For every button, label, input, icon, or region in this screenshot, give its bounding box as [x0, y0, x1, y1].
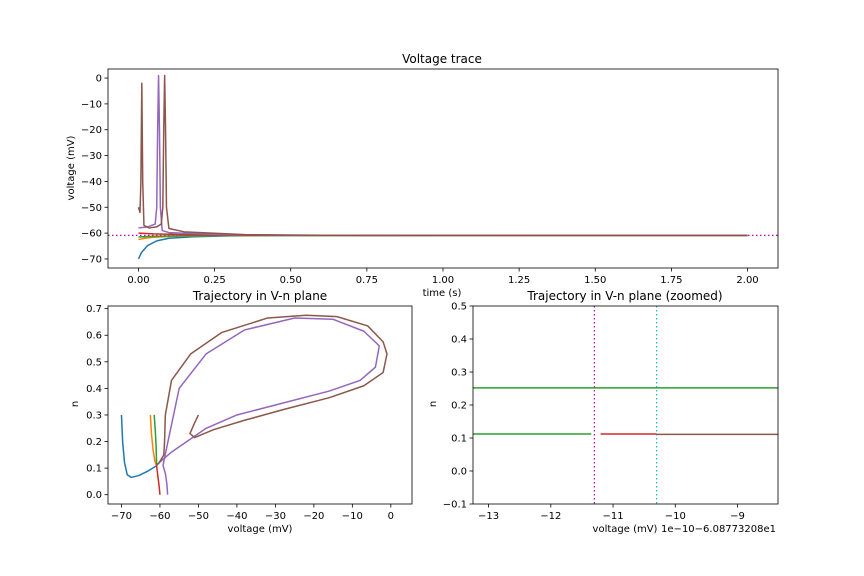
- trajectory-ytick-label: 0.0: [86, 490, 102, 501]
- voltage-trace-ytick-label: −30: [81, 151, 102, 162]
- trajectory-xtick-label: −70: [111, 511, 132, 522]
- trajectory-ytick-label: 0.5: [86, 357, 102, 368]
- voltage-trace-xtick-label: 0.00: [127, 275, 149, 286]
- trajectory-plot-area: [120, 314, 388, 495]
- trajectory-panel: Trajectory in V-n plane voltage (mV) n −…: [70, 289, 413, 535]
- trajectory-zoomed-xtick-label: −11: [602, 511, 623, 522]
- voltage-trace-xtick-label: 0.75: [356, 275, 378, 286]
- trajectory-zoomed-ytick-label: 0.5: [451, 302, 467, 313]
- trajectory-xtick-label: 0: [388, 511, 394, 522]
- voltage-trace-ytick-label: 0: [96, 74, 102, 85]
- voltage-trace-xtick-label: 0.25: [203, 275, 225, 286]
- voltage-trace-panel: Voltage trace time (s) voltage (mV) 0.00…: [66, 52, 779, 299]
- trajectory-zoomed-ytick-label: 0.2: [451, 401, 467, 412]
- trajectory-xtick-label: −10: [342, 511, 363, 522]
- trajectory-ytick-label: 0.2: [86, 437, 102, 448]
- voltage-trace-series-line-4: [138, 74, 748, 237]
- trajectory-zoomed-panel: Trajectory in V-n plane (zoomed) voltage…: [428, 289, 779, 535]
- trajectory-ytick-label: 0.7: [86, 304, 102, 315]
- voltage-trace-ytick-label: −50: [81, 203, 102, 214]
- trajectory-zoomed-ylabel: n: [428, 401, 439, 407]
- trajectory-ytick-label: 0.3: [86, 410, 102, 421]
- voltage-trace-ytick-label: −20: [81, 125, 102, 136]
- voltage-trace-xtick-label: 1.75: [660, 275, 682, 286]
- trajectory-series-line-4: [156, 317, 381, 495]
- trajectory-ytick-label: 0.6: [86, 331, 102, 342]
- trajectory-zoomed-ytick-label: −0.1: [443, 500, 467, 511]
- voltage-trace-ytick-label: −60: [81, 229, 102, 240]
- trajectory-ylabel: n: [70, 401, 81, 407]
- voltage-trace-xtick-label: 2.00: [736, 275, 758, 286]
- trajectory-zoomed-xtick-label: −10: [665, 511, 686, 522]
- trajectory-series-line-2: [153, 414, 158, 466]
- voltage-trace-xtick-label: 1.50: [584, 275, 606, 286]
- trajectory-axes-frame: [107, 305, 413, 505]
- trajectory-zoomed-ytick-label: 0.3: [451, 368, 467, 379]
- voltage-trace-xtick-label: 1.00: [432, 275, 454, 286]
- trajectory-xtick-label: −50: [188, 511, 209, 522]
- trajectory-xtick-label: −60: [149, 511, 170, 522]
- trajectory-zoomed-title: Trajectory in V-n plane (zoomed): [526, 289, 722, 303]
- trajectory-series-line-3: [155, 465, 161, 495]
- voltage-trace-title: Voltage trace: [402, 52, 482, 66]
- trajectory-xtick-label: −40: [226, 511, 247, 522]
- trajectory-xlabel: voltage (mV): [228, 524, 293, 535]
- trajectory-ytick-label: 0.4: [86, 384, 102, 395]
- trajectory-zoomed-xtick-label: −9: [730, 511, 745, 522]
- voltage-trace-xtick-label: 1.25: [508, 275, 530, 286]
- trajectory-zoomed-xlabel: voltage (mV): [593, 524, 658, 535]
- trajectory-series-line-1: [149, 414, 158, 466]
- trajectory-title: Trajectory in V-n plane: [192, 289, 327, 303]
- voltage-trace-ytick-label: −40: [81, 177, 102, 188]
- voltage-trace-xtick-label: 0.50: [280, 275, 302, 286]
- trajectory-xtick-label: −30: [265, 511, 286, 522]
- voltage-trace-axes-frame: [107, 68, 779, 269]
- trajectory-zoomed-ytick-label: 0.4: [451, 335, 467, 346]
- voltage-trace-xlabel: time (s): [423, 288, 462, 299]
- trajectory-zoomed-xtick-label: −12: [540, 511, 561, 522]
- trajectory-zoomed-xtick-label: −13: [478, 511, 499, 522]
- trajectory-zoomed-ytick-label: 0.1: [451, 434, 467, 445]
- trajectory-zoomed-ytick-label: 0.0: [451, 467, 467, 478]
- trajectory-xtick-label: −20: [303, 511, 324, 522]
- trajectory-ytick-label: 0.1: [86, 464, 102, 475]
- trajectory-series-line-5: [155, 314, 388, 466]
- trajectory-zoomed-offset-text: 1e−10−6.08773208e1: [661, 524, 776, 535]
- voltage-trace-ytick-label: −10: [81, 99, 102, 110]
- voltage-trace-series-line-0: [137, 234, 748, 260]
- voltage-trace-ytick-label: −70: [81, 254, 102, 265]
- trajectory-zoomed-axes-frame: [472, 305, 779, 505]
- voltage-trace-plot-area: [108, 74, 778, 260]
- voltage-trace-ylabel: voltage (mV): [66, 135, 77, 200]
- voltage-trace-series-line-5: [137, 74, 748, 237]
- trajectory-series-line-0: [120, 414, 158, 479]
- trajectory-zoomed-plot-area: [473, 306, 778, 504]
